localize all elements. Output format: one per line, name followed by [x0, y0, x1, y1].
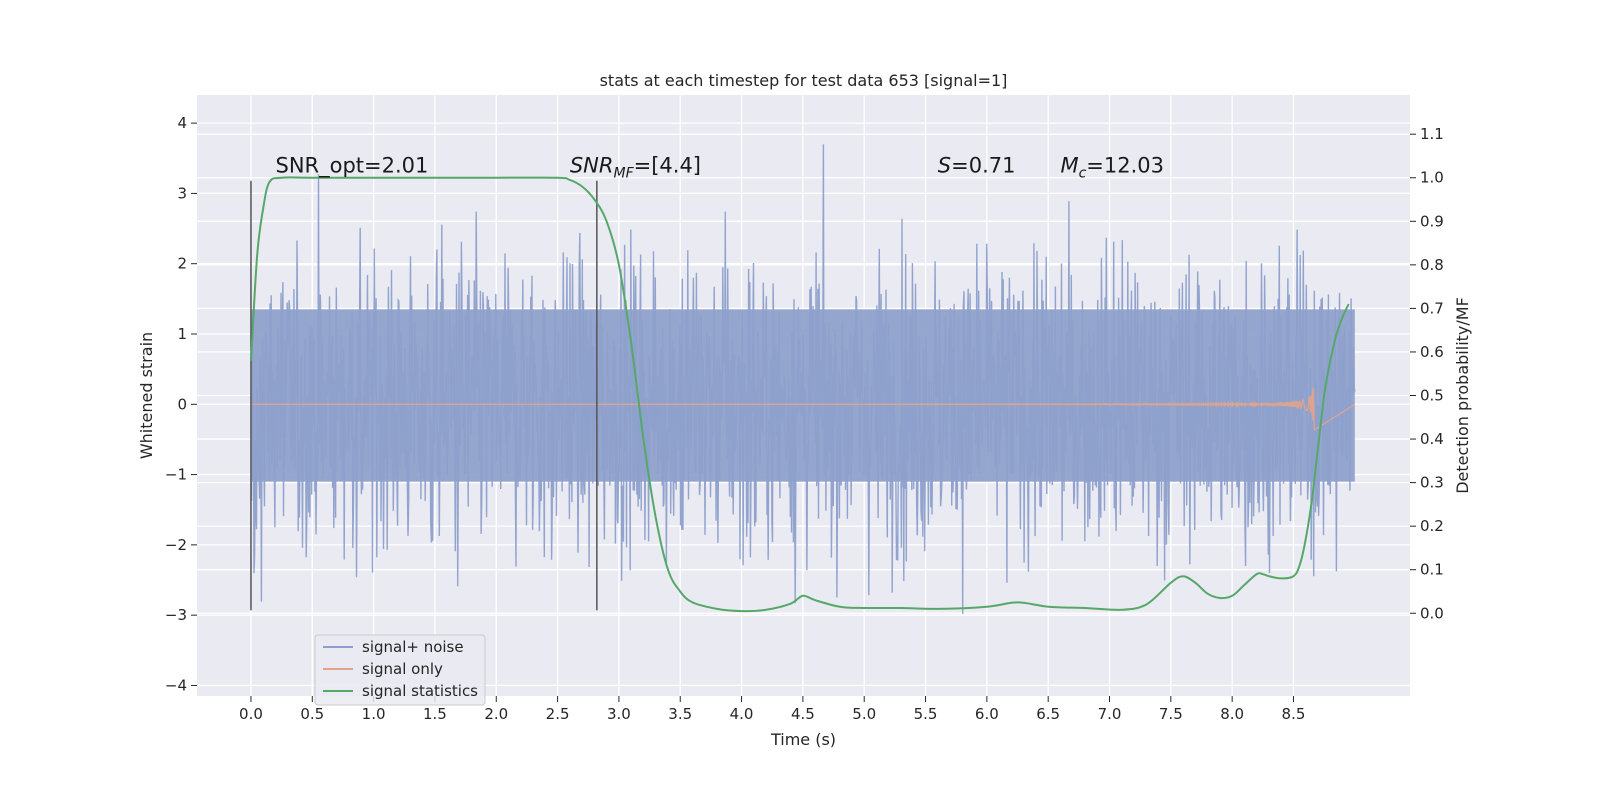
x-tick-label: 6.5	[1036, 705, 1060, 723]
y-axis-left-label: Whitened strain	[137, 332, 156, 459]
y-left-tick-label: −3	[165, 606, 187, 624]
x-tick-label: 3.0	[607, 705, 631, 723]
y-left-tick-label: −4	[165, 676, 187, 694]
annotation-mc-symbol: M	[1060, 153, 1078, 177]
chart-title: stats at each timestep for test data 653…	[600, 71, 1008, 90]
noise-trace	[250, 144, 1356, 614]
x-tick-label: 4.5	[791, 705, 815, 723]
x-tick-label: 6.0	[975, 705, 999, 723]
y-left-tick-label: −1	[165, 466, 187, 484]
x-tick-label: 7.5	[1159, 705, 1183, 723]
axis-ticks: 0.0 0.5 1.0 1.5 2.0 2.5 3.0 3.5 4.0 4.5 5.0 5.5 6.0 6…	[165, 114, 1444, 723]
y-right-tick-label: 0.4	[1420, 430, 1444, 448]
y-right-tick-label: 0.7	[1420, 299, 1444, 317]
legend-label: signal+ noise	[362, 638, 464, 656]
y-left-tick-label: 0	[177, 395, 187, 413]
y-right-tick-label: 0.0	[1420, 604, 1444, 622]
annotation-mc-subscript: c	[1079, 165, 1087, 181]
x-tick-label: 2.0	[484, 705, 508, 723]
y-right-tick-label: 0.3	[1420, 474, 1444, 492]
annotation-s-symbol: S	[938, 153, 951, 177]
annotation-snr-mf-value: =[4.4]	[634, 153, 701, 177]
legend-label: signal only	[362, 660, 443, 678]
x-tick-label: 4.0	[730, 705, 754, 723]
series-signal-only	[250, 387, 1356, 432]
annotation-s-value: =0.71	[951, 153, 1015, 177]
vertical-markers	[250, 180, 598, 611]
legend: signal+ noise signal only signal statistic…	[314, 634, 486, 706]
x-tick-label: 8.0	[1220, 705, 1244, 723]
legend-box	[314, 634, 486, 706]
legend-label: signal statistics	[362, 682, 478, 700]
annotation-s: S=0.71	[938, 153, 1016, 177]
y-left-tick-label: 1	[177, 325, 187, 343]
y-right-tick-label: 1.0	[1420, 169, 1444, 187]
x-tick-label: 5.0	[852, 705, 876, 723]
x-tick-label: 8.5	[1282, 705, 1306, 723]
annotation-snr-opt: SNR_opt=2.01	[275, 153, 428, 178]
x-tick-label: 0.0	[239, 705, 263, 723]
y-left-tick-label: 4	[177, 114, 187, 132]
x-tick-label: 1.5	[423, 705, 447, 723]
annotations: SNR_opt=2.01 SNRMF=[4.4] S=0.71 Mc=12.03	[275, 153, 1164, 181]
y-right-tick-label: 1.1	[1420, 125, 1444, 143]
x-tick-label: 7.0	[1098, 705, 1122, 723]
annotation-mc: Mc=12.03	[1060, 153, 1164, 181]
y-left-tick-label: −2	[165, 536, 187, 554]
x-tick-label: 5.5	[914, 705, 938, 723]
annotation-snr-mf-subscript: MF	[613, 165, 634, 181]
y-right-tick-label: 0.5	[1420, 387, 1444, 405]
annotation-snr-mf: SNRMF=[4.4]	[570, 153, 701, 181]
y-right-tick-label: 0.9	[1420, 212, 1444, 230]
signal-only-trace	[250, 387, 1356, 432]
y-right-tick-label: 0.2	[1420, 517, 1444, 535]
annotation-snr-mf-symbol: SNR	[570, 153, 614, 177]
series-signal-statistics	[250, 176, 1350, 613]
y-left-tick-label: 3	[177, 184, 187, 202]
x-axis-label: Time (s)	[770, 730, 836, 749]
x-tick-label: 1.0	[362, 705, 386, 723]
x-tick-label: 2.5	[546, 705, 570, 723]
signal-statistics-trace	[250, 176, 1350, 613]
x-tick-label: 3.5	[668, 705, 692, 723]
x-tick-label: 0.5	[300, 705, 324, 723]
annotation-mc-value: =12.03	[1086, 153, 1164, 177]
y-left-tick-label: 2	[177, 255, 187, 273]
y-right-tick-label: 0.6	[1420, 343, 1444, 361]
series-signal-noise	[250, 144, 1356, 614]
y-right-tick-label: 0.1	[1420, 561, 1444, 579]
y-axis-right-label: Detection probability/MF	[1453, 297, 1472, 494]
y-right-tick-label: 0.8	[1420, 256, 1444, 274]
